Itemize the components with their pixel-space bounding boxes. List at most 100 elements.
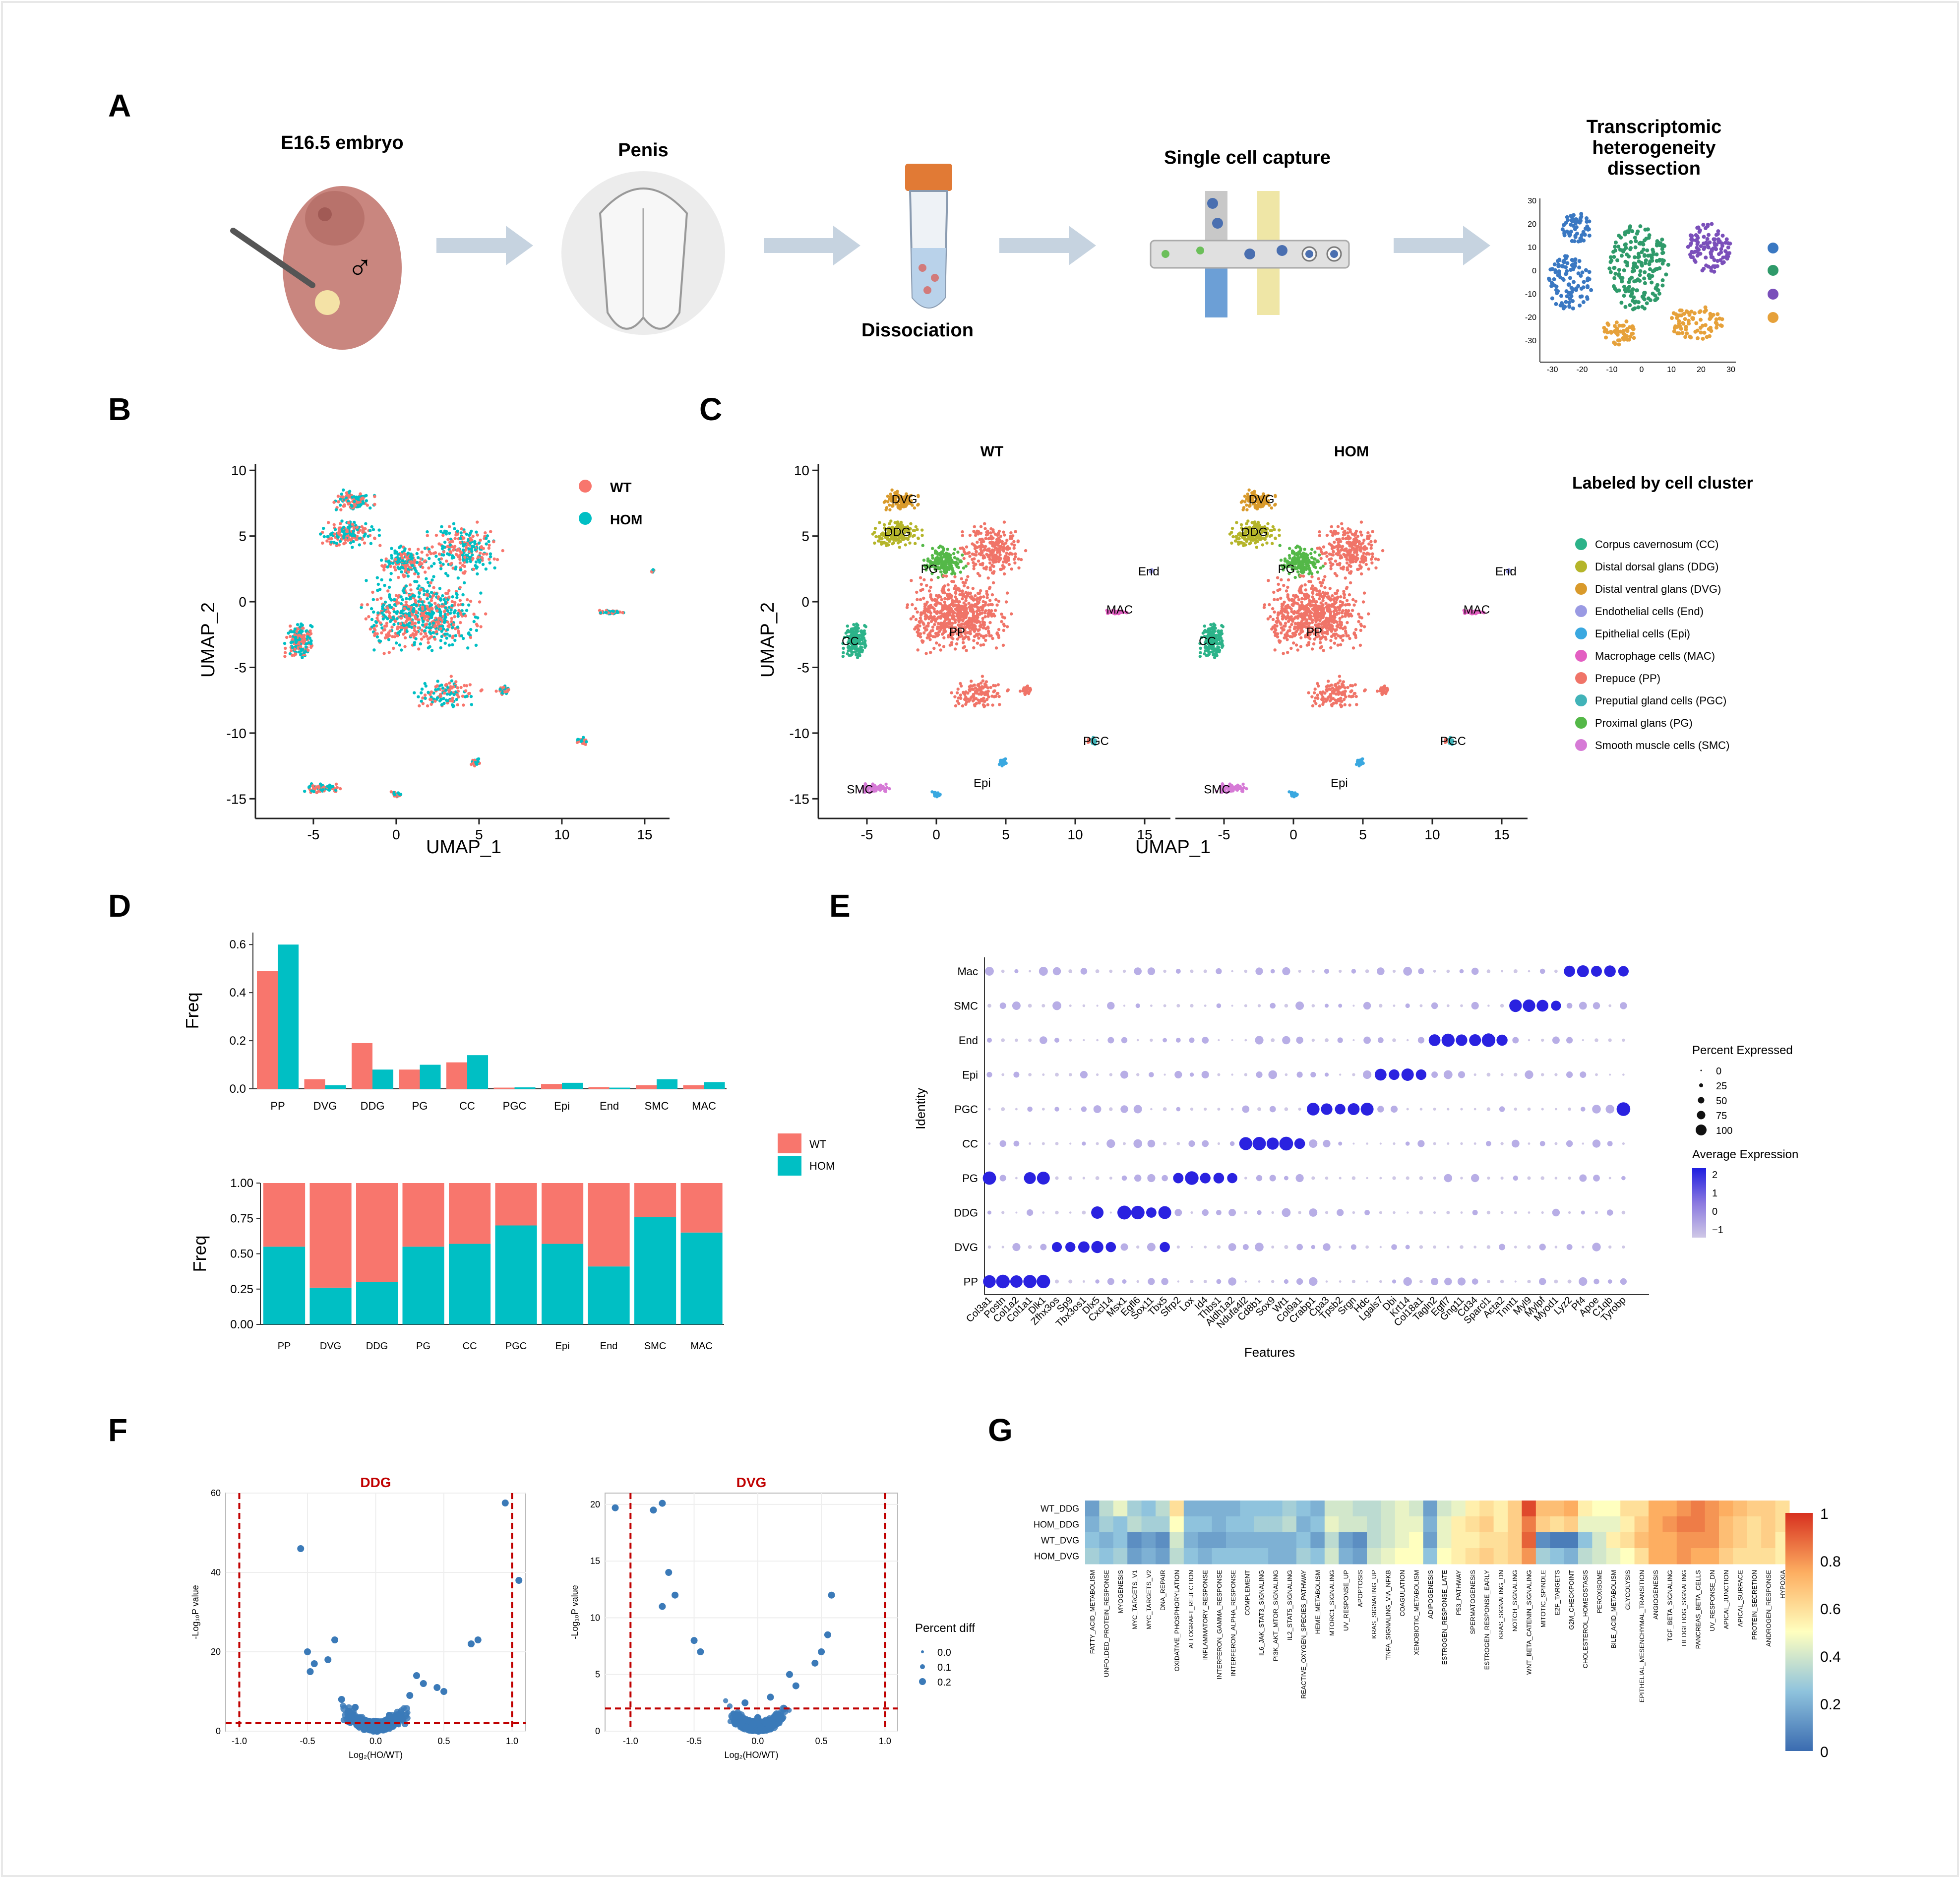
b-umap-point [358,504,362,508]
b-umap-point [368,506,372,510]
mini-cluster-point [1703,323,1708,327]
c-x-tick: 10 [1424,827,1440,842]
c-umap-wt-point [978,625,982,628]
b-umap-point [349,533,352,536]
c-umap-wt-point [938,626,942,629]
b-umap-point [423,589,426,593]
mini-cluster-point [1563,305,1567,309]
c-umap-wt-point [971,542,974,546]
mini-cluster-point [1564,300,1568,304]
b-umap-point [433,602,437,605]
b-umap-point [448,543,452,547]
b-umap-point [454,533,458,537]
b-umap-point [440,703,444,706]
mini-cluster-point [1646,227,1650,232]
c-umap-wt-point [920,528,924,532]
c-umap-wt-point [985,693,989,696]
mini-cluster-point [1633,306,1637,311]
b-umap-point [376,588,379,592]
b-umap-point [450,604,454,608]
c-umap-wt-point [953,548,957,551]
b-umap-point [464,614,467,618]
mini-cluster-point [1552,277,1556,281]
c-umap-wt-point [997,599,1001,603]
c-umap-wt-point [939,595,942,599]
b-umap-point [391,635,394,638]
b-umap-point [298,625,302,629]
mini-x-tick: 0 [1640,366,1644,374]
b-umap-point [389,572,393,575]
b-umap-point [409,555,412,559]
mini-cluster-point [1653,298,1657,303]
b-umap-point [390,547,393,550]
b-umap-point [333,532,337,536]
mini-cluster-point [1568,293,1573,297]
b-umap-point [605,611,608,615]
c-umap-wt-point [972,567,976,570]
c-umap-wt-point [969,696,973,699]
c-umap-wt-point [888,503,891,507]
b-umap-point [488,561,491,565]
b-umap-point [407,605,411,609]
c-umap-wt-point [972,639,976,642]
mini-cluster-point [1629,240,1633,244]
mini-cluster-point [1578,295,1583,299]
c-umap-wt-point [997,694,1001,698]
b-umap-point [438,587,442,590]
mini-cluster-point [1702,266,1706,271]
b-umap-point [365,499,368,502]
mini-cluster-point [1625,327,1629,332]
c-umap-wt-point [976,689,980,692]
b-umap-point [369,542,373,545]
mini-cluster-point [1716,237,1720,242]
c-umap-wt-point [925,628,928,631]
b-umap-point [394,568,397,572]
mini-x-tick: 20 [1697,366,1706,374]
b-umap-point [615,610,619,613]
c-umap-wt-point [913,506,917,510]
c-umap-wt-point [933,603,937,607]
b-umap-point [381,617,385,621]
b-umap-point [418,607,421,611]
c-umap-wt-point [944,574,948,578]
b-umap-point [426,534,429,537]
c-umap-wt-point [939,648,943,652]
c-umap-hom-point [1294,546,1298,550]
b-umap-point [476,616,480,620]
c-umap-wt-point [922,631,926,635]
mini-cluster-point [1624,242,1628,247]
c-umap-wt-point [956,562,960,565]
mini-cluster-point [1616,273,1621,277]
mini-cluster-point [1631,326,1635,331]
b-umap-point [446,609,449,613]
b-umap-point [448,525,451,528]
c-umap-hom-point [1278,534,1281,537]
b-umap-point [441,546,445,549]
b-umap-point [382,603,385,607]
mini-cluster-point [1627,254,1631,259]
c-umap-wt-point [976,540,979,544]
mini-cluster-point [1688,243,1693,247]
b-umap-point [392,646,395,650]
b-umap-point [442,550,446,554]
b-umap-point [455,596,459,600]
b-umap-point [401,557,405,560]
c-umap-wt-point [983,556,986,560]
c-umap-wt-point [914,618,918,622]
b-umap-point [431,622,435,625]
c-umap-wt-point [929,578,933,582]
b-umap-point [445,699,449,703]
b-umap-point [378,588,382,591]
c-umap-wt-point [992,695,996,698]
mini-cluster-point [1695,234,1700,239]
mini-cluster-point [1614,331,1618,335]
c-x-tick: 5 [1002,827,1010,842]
b-umap-point [489,555,492,559]
mini-cluster-point [1680,331,1685,335]
c-umap-wt-point [926,557,930,561]
b-umap-point [416,572,420,575]
c-umap-wt-point [929,634,932,637]
b-umap-point [437,542,441,546]
b-umap-point [482,552,486,556]
c-umap-hom-point [1274,536,1277,540]
